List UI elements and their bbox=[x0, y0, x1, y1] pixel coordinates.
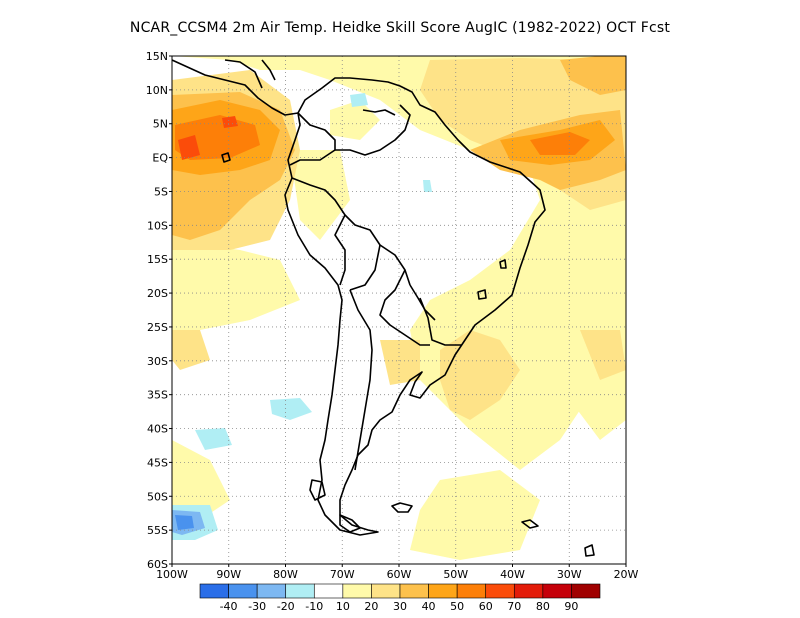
lat-tick-label: 40S bbox=[147, 423, 168, 436]
colorbar-swatch bbox=[285, 583, 315, 599]
coastlines bbox=[171, 59, 595, 557]
map-title: NCAR_CCSM4 2m Air Temp. Heidke Skill Sco… bbox=[129, 20, 671, 36]
colorbar-swatch bbox=[199, 583, 229, 599]
lat-tick-label: 45S bbox=[147, 456, 168, 469]
lon-tick-label: 80W bbox=[273, 568, 298, 581]
lat-tick-label: 60S bbox=[147, 558, 168, 571]
lat-tick-label: 15N bbox=[146, 50, 168, 63]
colorbar-swatch bbox=[456, 583, 487, 599]
colorbar-swatch bbox=[428, 583, 458, 599]
colorbar-label: 30 bbox=[393, 600, 407, 613]
colorbar-label: 40 bbox=[422, 600, 436, 613]
colorbar-label: 50 bbox=[450, 600, 464, 613]
colorbar-swatch bbox=[542, 583, 572, 599]
lat-tick-label: 50S bbox=[147, 490, 168, 503]
colorbar-swatch bbox=[256, 583, 287, 599]
colorbar-label: 90 bbox=[564, 600, 578, 613]
colorbar-label: 10 bbox=[336, 600, 350, 613]
colorbar-label: -40 bbox=[220, 600, 238, 613]
lat-tick-label: 20S bbox=[147, 287, 168, 300]
colorbar-label: -10 bbox=[305, 600, 323, 613]
colorbar-swatch bbox=[313, 583, 344, 599]
lat-tick-label: 10N bbox=[146, 84, 168, 97]
lon-tick-label: 100W bbox=[156, 568, 188, 581]
lat-tick-label: EQ bbox=[152, 152, 168, 165]
lon-tick-label: 50W bbox=[443, 568, 468, 581]
colorbar-label: 80 bbox=[536, 600, 550, 613]
colorbar: -40 -30 -20 -10 10 20 30 40 50 60 70 80 90 bbox=[199, 583, 601, 613]
colorbar-swatch bbox=[371, 583, 401, 599]
lon-tick-label: 70W bbox=[330, 568, 355, 581]
skill-field bbox=[172, 56, 626, 564]
lat-tick-label: 25S bbox=[147, 321, 168, 334]
colorbar-swatch bbox=[485, 583, 515, 599]
lon-tick-label: 20W bbox=[614, 568, 639, 581]
lon-tick-label: 30W bbox=[557, 568, 582, 581]
colorbar-label: 70 bbox=[507, 600, 521, 613]
colorbar-swatch bbox=[342, 583, 372, 599]
lon-tick-label: 40W bbox=[500, 568, 525, 581]
lat-tick-label: 30S bbox=[147, 355, 168, 368]
lat-lon-grid bbox=[172, 56, 626, 564]
axis-labels: 15N 10N 5N EQ 5S 10S 15S 20S 25S 30S 35S 40S 45S 50S 5… bbox=[146, 50, 639, 581]
colorbar-swatch bbox=[399, 583, 429, 599]
colorbar-label: 20 bbox=[364, 600, 378, 613]
lon-tick-label: 90W bbox=[216, 568, 241, 581]
colorbar-label: 60 bbox=[479, 600, 493, 613]
lat-tick-label: 55S bbox=[147, 524, 168, 537]
lat-tick-label: 5S bbox=[154, 185, 168, 198]
lat-tick-label: 5N bbox=[153, 118, 168, 131]
colorbar-swatch bbox=[228, 583, 258, 599]
lat-tick-label: 10S bbox=[147, 219, 168, 232]
colorbar-label: -30 bbox=[248, 600, 266, 613]
colorbar-swatch bbox=[571, 583, 601, 599]
lon-tick-label: 60W bbox=[387, 568, 412, 581]
colorbar-label: -20 bbox=[277, 600, 295, 613]
lat-tick-label: 15S bbox=[147, 253, 168, 266]
lat-tick-label: 35S bbox=[147, 389, 168, 402]
colorbar-swatch bbox=[513, 583, 544, 599]
